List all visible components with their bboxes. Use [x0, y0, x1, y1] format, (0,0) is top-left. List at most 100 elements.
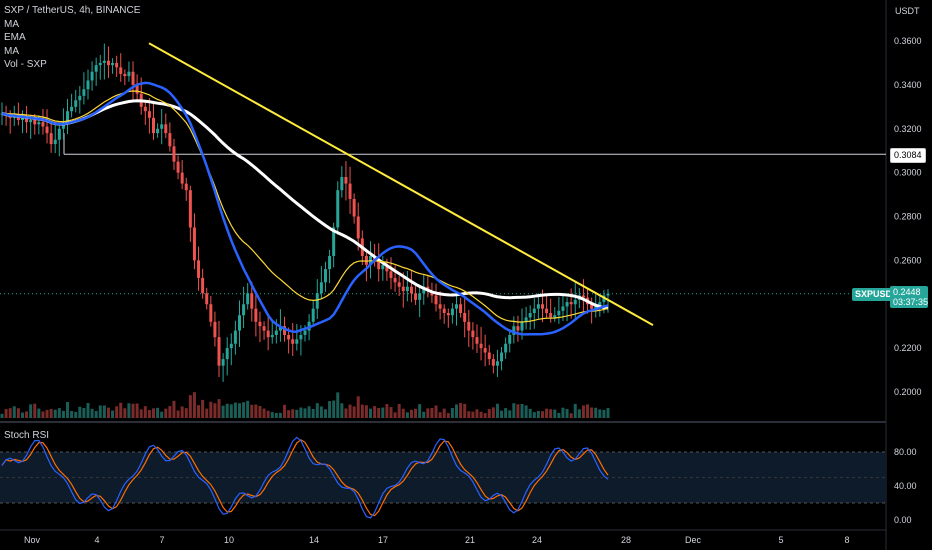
legend-item-ma[interactable]: MA [4, 18, 19, 30]
volume-bar [532, 412, 536, 418]
volume-bar [139, 409, 143, 418]
volume-bar [184, 408, 188, 418]
volume-bar [197, 405, 201, 418]
volume-bar [340, 403, 344, 418]
candle-body [487, 352, 491, 360]
volume-bar [414, 408, 418, 418]
time-tick-label: 8 [844, 535, 849, 545]
candle-body [516, 326, 520, 331]
candle-body [299, 334, 303, 340]
volume-bar [262, 408, 266, 418]
candle-body [70, 106, 74, 112]
last-price-value: 0.2448 [893, 287, 921, 297]
volume-bar [258, 405, 262, 418]
volume-bar [430, 407, 434, 418]
last-price-badge: 0.2448 03:37:35 [890, 286, 928, 308]
candle-body [233, 330, 237, 344]
volume-bar [405, 412, 409, 418]
candle-body [123, 73, 127, 77]
price-tick-label: 0.3600 [894, 36, 922, 46]
candle-body [176, 161, 180, 173]
volume-bar [106, 407, 110, 418]
volume-bar [29, 404, 33, 418]
chart-legend: SXP / TetherUS, 4h, BINANCE MA EMA MA Vo… [4, 4, 140, 72]
volume-bar [221, 405, 225, 418]
volume-bar [549, 409, 553, 418]
candle-body [581, 295, 585, 298]
legend-item-ema[interactable]: EMA [4, 32, 26, 43]
volume-bar [246, 400, 250, 418]
volume-bar [123, 408, 127, 418]
candle-body [74, 100, 78, 107]
candle-body [389, 271, 393, 278]
candle-body [213, 321, 217, 338]
candle-body [336, 190, 340, 228]
candle-body [135, 84, 139, 94]
volume-bar [49, 408, 53, 418]
ma-blue-line [1, 81, 609, 336]
stoch-rsi-title[interactable]: Stoch RSI [4, 430, 50, 441]
candle-body [545, 308, 549, 314]
stoch-d-line [1, 439, 609, 517]
volume-bar [561, 407, 565, 418]
volume-bar [278, 412, 282, 418]
candle-body [180, 172, 184, 184]
volume-bar [242, 402, 246, 418]
volume-bar [381, 407, 385, 418]
candle-body [143, 106, 147, 112]
candle-body [283, 326, 287, 335]
volume-bar [528, 408, 532, 418]
legend-item-volume[interactable]: Vol - SXP [4, 59, 47, 70]
candle-body [295, 339, 299, 344]
volume-bar [516, 404, 520, 418]
candle-body [274, 330, 278, 335]
volume-bar [332, 400, 336, 418]
volume-bar [176, 410, 180, 418]
volume-bar [409, 409, 413, 418]
volume-bar [369, 408, 373, 418]
volume-bar [504, 408, 508, 418]
candle-body [127, 71, 131, 77]
volume-bar [172, 400, 176, 418]
volume-bar [385, 404, 389, 418]
time-tick-label: 4 [94, 535, 99, 545]
candle-body [25, 117, 29, 123]
candle-body [397, 282, 401, 287]
volume-bar [569, 413, 573, 418]
candle-body [102, 60, 106, 63]
candle-body [540, 304, 544, 309]
volume-bar [336, 392, 340, 418]
volume-bar [483, 413, 487, 418]
price-tick-label: 0.2800 [894, 212, 922, 222]
volume-bar [459, 402, 463, 418]
candle-body [418, 293, 422, 300]
candle-body [311, 308, 315, 322]
volume-bar [205, 408, 209, 418]
volume-bar [586, 404, 590, 418]
volume-bar [446, 413, 450, 418]
volume-bar [102, 405, 106, 418]
candle-body [532, 308, 536, 314]
time-tick-label: 28 [621, 535, 631, 545]
volume-bar [90, 408, 94, 418]
candle-body [438, 304, 442, 309]
candle-body [225, 348, 229, 360]
legend-item-ma-2[interactable]: MA [4, 45, 19, 57]
volume-bar [364, 405, 368, 418]
volume-bar [418, 404, 422, 418]
volume-bar [581, 405, 585, 418]
candle-body [303, 330, 307, 335]
candle-body [573, 299, 577, 305]
volume-bar [598, 409, 602, 418]
time-tick-label: 5 [778, 535, 783, 545]
candle-body [205, 293, 209, 305]
volume-bar [266, 410, 270, 418]
volume-bar [4, 409, 8, 418]
candle-body [332, 227, 336, 256]
volume-bar [74, 411, 78, 418]
candle-body [37, 122, 41, 125]
time-tick-label: 24 [532, 535, 542, 545]
volume-bar [217, 399, 221, 418]
volume-bar [283, 404, 287, 418]
